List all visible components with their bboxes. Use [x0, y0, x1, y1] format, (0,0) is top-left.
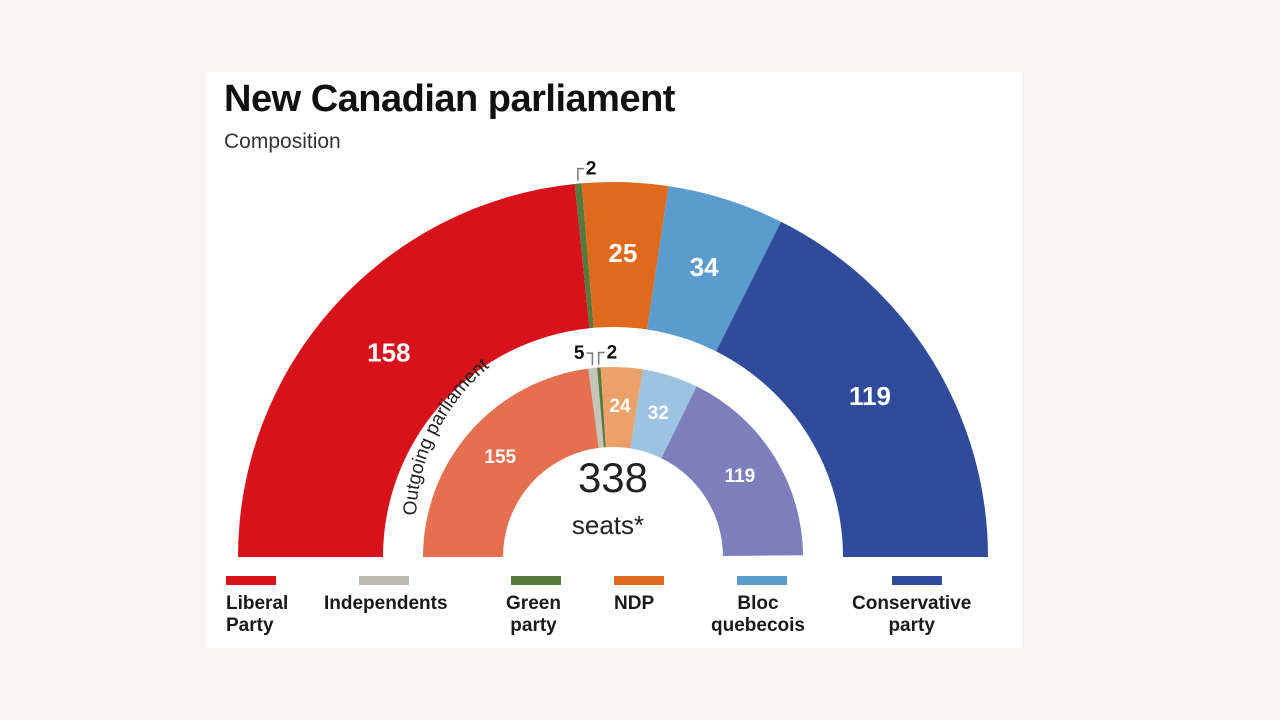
outer-callout-green-party-leader — [577, 167, 584, 181]
legend-item-conservative: Conservative party — [852, 576, 971, 637]
inner-segment-green-party — [597, 367, 606, 448]
legend-swatch-green — [511, 576, 561, 585]
chart-subtitle: Composition — [224, 130, 341, 153]
inner-callout-green-party: 2 — [607, 343, 618, 364]
legend-swatch-conservative — [892, 576, 942, 585]
inner-value-label-bloc-quebecois: 32 — [648, 403, 669, 424]
outer-value-label-liberal-party: 158 — [367, 338, 410, 368]
total-seats-unit: seats* — [572, 510, 644, 540]
small-value-callouts: 2 5 2 — [574, 159, 618, 366]
legend-item-liberal: Liberal Party — [226, 576, 288, 637]
outer-segment-bloc-quebecois — [647, 186, 782, 352]
legend-label-conservative: Conservative party — [852, 593, 972, 636]
outer-value-label-bloc-quebecois: 34 — [690, 252, 719, 282]
outer-callout-green-party: 2 — [586, 159, 597, 180]
inner-segment-independents — [588, 367, 604, 448]
outer-segment-ndp — [581, 182, 669, 330]
legend-label-green: Green party — [506, 593, 561, 636]
inner-value-label-ndp: 24 — [609, 396, 631, 417]
legend-swatch-bloc — [737, 576, 787, 585]
legend-item-green: Green party — [506, 576, 561, 637]
outgoing-parliament-ring: 155 24 32 119 — [423, 367, 803, 557]
outer-value-label-conservative-party: 119 — [849, 381, 891, 411]
chart-card: New Canadian parliament Composition 158 2… — [206, 72, 1022, 648]
inner-value-label-conservative-party: 119 — [725, 466, 756, 487]
legend-swatch-liberal — [226, 576, 276, 585]
legend-swatch-independents — [359, 576, 409, 585]
legend-item-bloc: Bloc quebecois — [711, 576, 805, 637]
total-seats-value: 338 — [578, 454, 648, 501]
legend: Liberal Party Independents Green party N… — [206, 572, 1022, 648]
inner-segment-bloc-quebecois — [630, 369, 697, 459]
outer-segment-liberal-party — [238, 183, 590, 557]
inner-segment-ndp — [600, 367, 643, 449]
outer-segment-green-party — [574, 183, 594, 329]
legend-label-bloc: Bloc quebecois — [711, 593, 805, 636]
inner-segment-conservative-party — [661, 386, 803, 556]
outer-value-label-ndp: 25 — [608, 238, 637, 268]
inner-callout-independents: 5 — [574, 343, 585, 364]
legend-label-liberal: Liberal Party — [226, 593, 289, 636]
chart-title: New Canadian parliament — [224, 78, 675, 120]
legend-label-ndp: NDP — [614, 593, 655, 614]
legend-label-independents: Independents — [324, 593, 448, 614]
legend-item-ndp: NDP — [614, 576, 664, 615]
inner-callout-independents-leader — [586, 352, 594, 366]
inner-callout-green-party-leader — [597, 351, 605, 365]
inner-segment-liberal-party — [423, 368, 599, 557]
outer-segment-conservative-party — [716, 221, 988, 557]
inner-value-label-liberal-party: 155 — [484, 447, 516, 468]
legend-swatch-ndp — [614, 576, 664, 585]
legend-item-independents: Independents — [324, 576, 448, 615]
